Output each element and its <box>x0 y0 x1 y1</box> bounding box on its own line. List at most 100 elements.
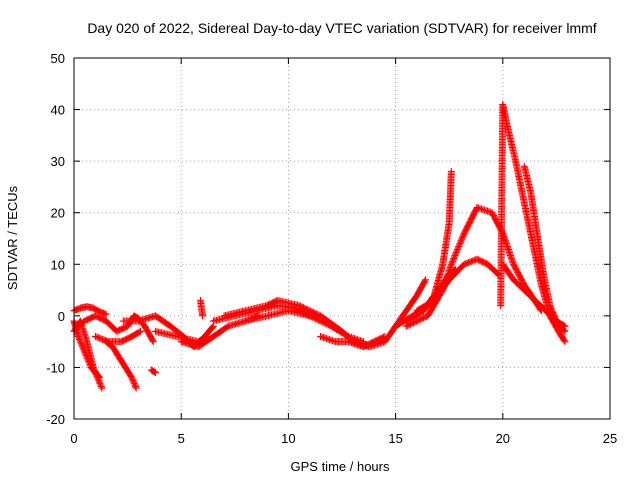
data-point-marker <box>447 260 455 268</box>
series-trace-markers <box>94 375 105 391</box>
series-trace-markers <box>555 329 568 344</box>
series-trace-markers <box>554 318 568 329</box>
series-trace-markers <box>350 338 372 350</box>
series-trace-markers <box>431 277 452 303</box>
series-trace-markers <box>445 169 455 225</box>
series-trace-markers <box>510 262 528 288</box>
x-tick-label: 25 <box>603 431 617 446</box>
series-trace-markers <box>448 231 468 267</box>
tick-layer: 0 5 10 15 20 25 -20 -10 0 10 20 30 40 50 <box>46 51 617 446</box>
series-trace-markers <box>529 241 545 287</box>
data-point-marker <box>447 167 455 175</box>
series-trace-markers <box>547 303 560 324</box>
data-point-marker <box>132 384 140 392</box>
series-trace-markers <box>196 333 216 350</box>
series-track-9 <box>151 327 211 346</box>
y-axis-label: SDTVAR / TECUs <box>5 185 20 290</box>
plot-frame <box>73 57 611 420</box>
y-tick-label: 20 <box>51 206 65 221</box>
x-axis-label: GPS time / hours <box>291 459 390 474</box>
x-tick-label: 0 <box>70 431 77 446</box>
series-trace-markers <box>439 221 453 267</box>
x-tick-label: 20 <box>496 431 510 446</box>
series-trace-markers <box>431 262 446 298</box>
series-track-23 <box>520 162 569 330</box>
data-point-marker <box>561 338 569 346</box>
series-trace-markers <box>414 277 429 298</box>
series-track-3 <box>70 303 110 318</box>
data-point-marker <box>422 276 430 284</box>
series-trace-markers <box>297 302 323 319</box>
data-point-marker <box>136 327 144 335</box>
series-trace-markers <box>109 344 122 360</box>
series-track-2 <box>70 317 104 382</box>
series-trace-markers <box>243 302 269 314</box>
series-trace-markers <box>92 370 103 381</box>
series-trace-markers <box>275 297 302 309</box>
series-track-21 <box>497 100 569 346</box>
data-point-marker <box>199 312 207 320</box>
series-trace-markers <box>497 102 507 308</box>
series-trace-markers <box>75 318 88 329</box>
series-trace-markers <box>403 293 420 313</box>
series-trace-markers <box>485 261 501 278</box>
series-trace-markers <box>119 333 135 345</box>
x-tick-label: 10 <box>281 431 295 446</box>
y-tick-label: 30 <box>51 154 65 169</box>
data-point-marker <box>98 384 106 392</box>
series-trace-markers <box>148 367 158 376</box>
data-point-marker <box>96 374 104 382</box>
series-trace-markers <box>131 313 141 322</box>
series-trace-markers <box>500 262 517 282</box>
data-point-marker <box>561 322 569 330</box>
x-tick-label: 15 <box>388 431 402 446</box>
series-trace-markers <box>211 323 231 340</box>
series-trace-markers <box>129 328 143 340</box>
y-tick-label: 50 <box>51 51 65 66</box>
series-trace-markers <box>521 200 536 246</box>
data-point-marker <box>128 374 136 382</box>
series-trace-markers <box>122 365 135 380</box>
series-trace-markers <box>382 323 399 344</box>
series-trace-markers <box>512 159 528 205</box>
series-trace-markers <box>91 305 102 315</box>
data-layer <box>70 100 569 392</box>
series-trace-markers <box>521 164 534 195</box>
data-point-marker <box>102 310 110 318</box>
series-trace-markers <box>307 313 334 329</box>
series-trace-markers <box>404 313 430 329</box>
series-track-10 <box>196 296 207 320</box>
series-trace-markers <box>540 272 554 308</box>
x-tick-label: 5 <box>178 431 185 446</box>
series-trace-markers <box>116 354 129 370</box>
y-tick-label: 0 <box>58 309 65 324</box>
data-point-marker <box>83 353 91 361</box>
data-point-marker <box>79 343 87 351</box>
series-trace-markers <box>533 231 547 277</box>
series-trace-markers <box>286 307 312 319</box>
y-tick-label: -10 <box>46 360 65 375</box>
series-trace-markers <box>511 277 527 293</box>
series-trace-markers <box>499 102 511 128</box>
series-trace-markers <box>243 312 269 325</box>
series-trace-markers <box>372 333 388 345</box>
series-trace-markers <box>136 312 158 325</box>
series-trace-markers <box>461 205 480 236</box>
data-point-marker <box>74 332 82 340</box>
series-trace-markers <box>521 287 538 303</box>
y-tick-label: 10 <box>51 257 65 272</box>
series-trace-markers <box>129 375 140 391</box>
series-trace-markers <box>446 261 467 283</box>
grid-layer <box>74 58 610 419</box>
data-point-marker <box>149 338 157 346</box>
series-track-20 <box>413 255 503 315</box>
series-trace-markers <box>141 323 157 344</box>
series-trace-markers <box>93 333 111 345</box>
series-track-6 <box>91 327 144 346</box>
series-trace-markers <box>532 297 549 314</box>
series-trace-markers <box>414 297 437 314</box>
series-trace-markers <box>71 305 83 314</box>
series-trace-markers <box>527 190 541 236</box>
chart-title: Day 020 of 2022, Sidereal Day-to-day VTE… <box>87 20 596 36</box>
series-trace-markers <box>264 307 291 319</box>
